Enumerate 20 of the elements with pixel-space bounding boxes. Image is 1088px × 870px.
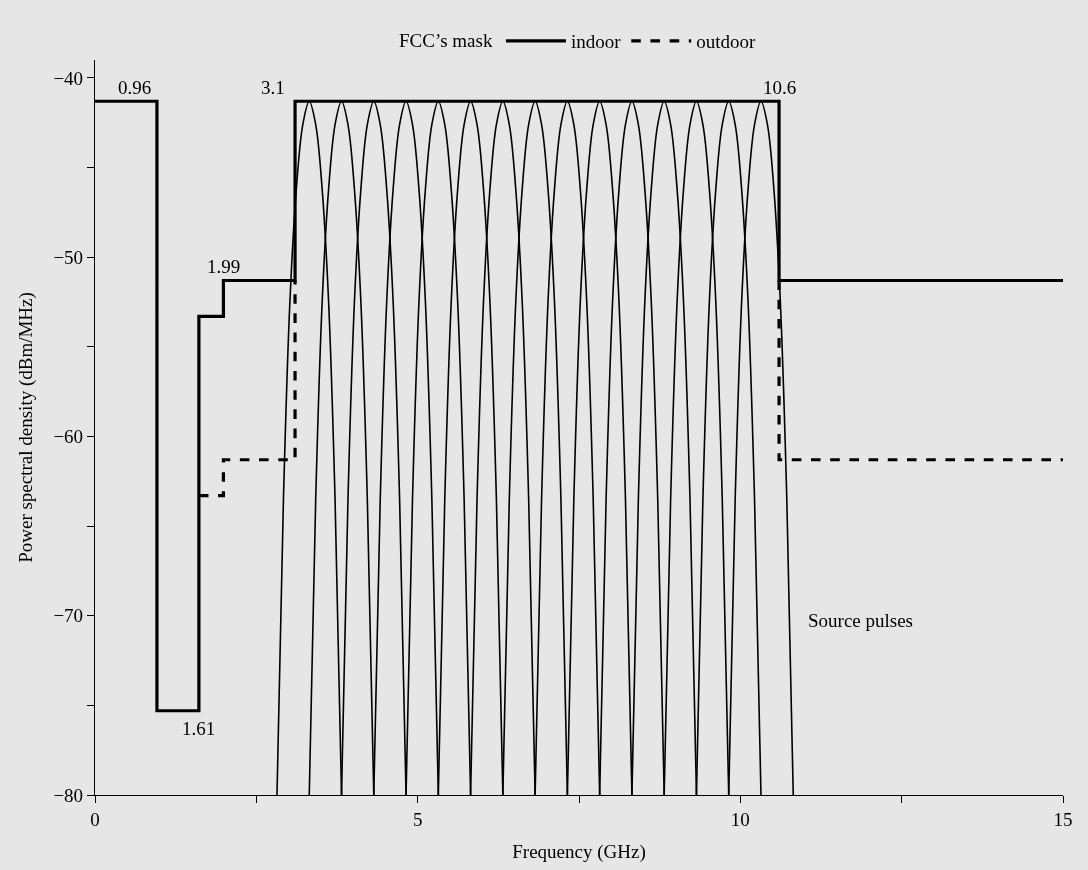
x-tick-label: 0 <box>90 808 100 830</box>
x-tick-label: 10 <box>730 808 750 830</box>
y-tick-label: −70 <box>53 605 84 627</box>
annotation: Source pulses <box>808 610 914 631</box>
annotation: 3.1 <box>261 77 285 98</box>
y-tick-label: −40 <box>53 67 84 89</box>
y-tick-label: −60 <box>53 426 84 448</box>
x-tick-label: 5 <box>412 808 423 830</box>
x-tick-label: 15 <box>1053 808 1073 830</box>
y-axis-title: Power spectral density (dBm/MHz) <box>15 292 38 563</box>
legend-label: outdoor <box>696 31 756 53</box>
legend-label: indoor <box>570 31 622 53</box>
annotation: 0.96 <box>118 77 152 98</box>
y-tick-label: −80 <box>53 784 84 806</box>
annotation: 1.61 <box>182 718 216 739</box>
x-axis-title: Frequency (GHz) <box>512 840 646 863</box>
annotation: 1.99 <box>207 256 241 277</box>
legend-title: FCC’s mask <box>399 29 493 51</box>
y-tick-label: −50 <box>53 246 84 268</box>
annotation: 10.6 <box>763 77 797 98</box>
